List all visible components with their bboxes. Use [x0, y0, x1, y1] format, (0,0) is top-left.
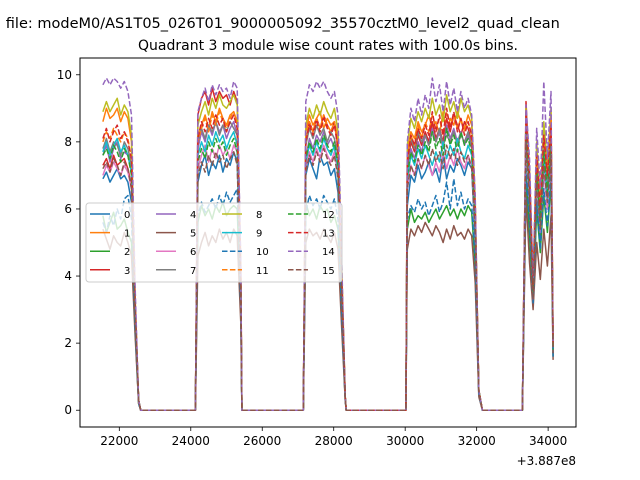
x-tick-label: 24000	[172, 434, 210, 448]
plot-frame	[79, 57, 577, 428]
x-tick-label: 30000	[386, 434, 424, 448]
figure-suptitle: n file: modeM0/AS1T05_026T01_9000005092_…	[0, 16, 560, 32]
legend-label: 7	[190, 266, 196, 277]
x-tick-label: 34000	[529, 434, 567, 448]
legend-label: 12	[322, 210, 335, 221]
legend-label: 10	[256, 247, 269, 258]
x-tick-label: 22000	[100, 434, 138, 448]
legend-label: 5	[190, 229, 196, 240]
legend-label: 4	[190, 210, 196, 221]
x-offset-label: +3.887e8	[517, 454, 576, 468]
y-tick-label: 10	[57, 68, 72, 82]
x-tick-label: 32000	[458, 434, 496, 448]
legend-label: 14	[322, 247, 335, 258]
legend-box	[85, 202, 343, 283]
x-tick-label: 26000	[243, 434, 281, 448]
y-axis: 0 2 4 6 8 10	[57, 68, 80, 417]
y-tick-label: 4	[64, 269, 72, 283]
legend-label: 13	[322, 229, 335, 240]
series-line-14	[102, 77, 554, 411]
y-tick-label: 6	[64, 202, 72, 216]
legend-label: 3	[124, 266, 130, 277]
legend-label: 11	[256, 266, 269, 277]
legend-label: 2	[124, 247, 130, 258]
chart-title: Quadrant 3 module wise count rates with …	[138, 38, 518, 54]
legend-label: 15	[322, 266, 335, 277]
y-tick-label: 0	[64, 403, 72, 417]
y-tick-label: 8	[64, 135, 72, 149]
legend-label: 8	[256, 210, 262, 221]
legend-label: 1	[124, 229, 130, 240]
legend-label: 0	[124, 210, 130, 221]
y-tick-label: 2	[64, 336, 72, 350]
legend-label: 6	[190, 247, 196, 258]
x-axis: 22000 24000 26000 28000 30000 32000 34000	[100, 427, 567, 448]
series-line-15	[102, 141, 554, 411]
x-tick-label: 28000	[315, 434, 353, 448]
legend-label: 9	[256, 229, 262, 240]
series-line-10	[102, 167, 554, 411]
